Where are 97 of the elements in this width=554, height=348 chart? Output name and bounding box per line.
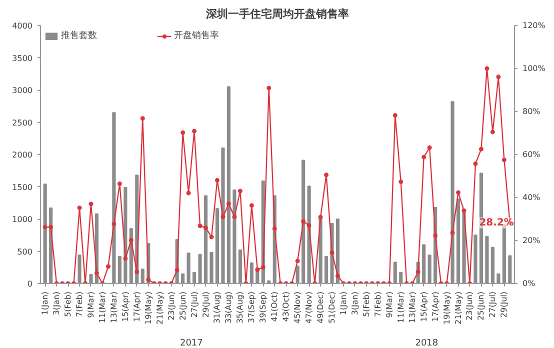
bar xyxy=(186,252,190,284)
bar xyxy=(204,195,208,284)
x-tick-label: 3(Jan) xyxy=(350,291,360,316)
text: 2018 xyxy=(415,338,438,348)
bar xyxy=(221,148,225,284)
x-tick-label: 37(Sep) xyxy=(247,292,256,323)
y-tick-label: 3000 xyxy=(12,86,32,95)
x-tick-label: 43(Oct) xyxy=(282,291,291,322)
bar xyxy=(192,272,196,284)
x-tick-label: 33(Aug) xyxy=(224,291,234,324)
x-tick-label: 9(Mar) xyxy=(384,291,394,318)
x-tick-label: 47(Nov) xyxy=(304,291,314,324)
bar xyxy=(496,273,500,284)
x-tick-label: 17(Apr) xyxy=(132,291,142,322)
x-tick-label: 35(Aug) xyxy=(236,291,245,324)
x-tick-label: 41(Oct) xyxy=(270,291,280,322)
bar xyxy=(508,255,512,284)
x-tick-label: 29(Jul) xyxy=(201,291,210,318)
bar xyxy=(215,208,220,284)
x-tick-label: 5(Feb) xyxy=(362,291,371,317)
x-tick-label: 19(May) xyxy=(442,291,452,324)
bar xyxy=(422,244,426,284)
x-tick-label: 19(May) xyxy=(144,291,153,324)
x-tick-label: 7(Feb) xyxy=(373,291,382,317)
bar xyxy=(140,268,144,284)
bar xyxy=(393,262,397,284)
bar xyxy=(210,252,214,284)
x-tick-label: 15(Apr) xyxy=(120,291,130,322)
y2-tick-label: 20% xyxy=(522,236,541,245)
x-tick-label: 5(Feb) xyxy=(64,291,73,317)
bar xyxy=(490,246,494,284)
text: 2017 xyxy=(180,338,203,348)
x-tick-label: 1(Jan) xyxy=(40,291,50,316)
bar xyxy=(78,254,82,284)
x-tick-label: 39(Sep) xyxy=(258,292,268,323)
x-tick-label: 25(Jun) xyxy=(178,292,188,320)
x-tick-label: 3(Jan) xyxy=(52,291,62,316)
y2-tick-label: 60% xyxy=(522,150,541,159)
x-tick-label: 27(Jul) xyxy=(488,291,498,318)
bar xyxy=(112,112,116,284)
x-tick-label: 13(Mar) xyxy=(408,292,417,324)
bar xyxy=(502,224,506,284)
y-tick-label: 3500 xyxy=(12,54,32,63)
bar xyxy=(118,256,122,284)
x-tick-label: 13(Mar) xyxy=(109,292,118,324)
x-tick-label: 23(Jun) xyxy=(166,292,176,320)
x-tick-label: 45(Nov) xyxy=(293,291,302,324)
x-tick-label: 31(Aug) xyxy=(212,291,222,324)
bar xyxy=(250,262,254,284)
bar xyxy=(198,254,202,284)
bar xyxy=(43,184,47,284)
y-tick-label: 500 xyxy=(17,247,33,256)
y2-tick-label: 80% xyxy=(522,107,541,116)
bar xyxy=(485,236,489,284)
bar xyxy=(450,101,454,284)
legend-label: 推售套数 xyxy=(61,30,97,42)
legend-label: 开盘销售率 xyxy=(174,30,219,42)
bar xyxy=(296,266,300,284)
bar xyxy=(428,254,432,284)
y2-tick-label: 120% xyxy=(522,21,546,30)
bar xyxy=(474,234,478,284)
y-tick-label: 1500 xyxy=(12,182,32,192)
bar xyxy=(399,272,403,284)
x-tick-label: 29(Jul) xyxy=(500,291,509,318)
bar xyxy=(302,160,306,284)
y2-tick-label: 100% xyxy=(522,64,546,73)
y-tick-label: 2500 xyxy=(12,118,32,128)
y-tick-label: 0 xyxy=(27,280,33,288)
x-tick-label: 21(May) xyxy=(155,291,164,324)
bar xyxy=(226,86,231,284)
y-tick-label: 1000 xyxy=(12,215,32,224)
bar xyxy=(336,218,340,284)
x-tick-label: 23(Jun) xyxy=(465,292,474,320)
y2-tick-label: 0% xyxy=(522,279,536,288)
x-tick-label: 51(Dec) xyxy=(328,291,337,324)
x-tick-label: 1(Jan) xyxy=(338,291,348,316)
y-tick-label: 4000 xyxy=(12,22,32,30)
bar xyxy=(181,273,185,284)
bar xyxy=(238,249,242,284)
y-tick-label: 2000 xyxy=(12,150,32,160)
x-tick-label: 9(Mar) xyxy=(86,291,96,318)
bar xyxy=(89,274,93,284)
x-tick-label: 7(Feb) xyxy=(75,291,84,317)
x-tick-label: 49(Dec) xyxy=(316,291,326,324)
bar xyxy=(232,189,236,284)
x-tick-label: 17(Apr) xyxy=(430,291,440,322)
y2-tick-label: 40% xyxy=(522,193,541,202)
data-label: 28.2% xyxy=(479,217,514,228)
x-tick-label: 11(Mar) xyxy=(98,292,107,324)
x-tick-label: 11(Mar) xyxy=(396,292,406,324)
bar xyxy=(456,198,460,284)
chart-title: 深圳一手住宅周均开盘销售率 xyxy=(205,8,349,20)
x-tick-label: 21(May) xyxy=(454,291,463,324)
x-tick-label: 15(Apr) xyxy=(419,291,428,322)
x-tick-label: 25(Jun) xyxy=(476,292,486,320)
x-tick-label: 27(Jul) xyxy=(190,291,199,318)
bar xyxy=(324,256,328,284)
